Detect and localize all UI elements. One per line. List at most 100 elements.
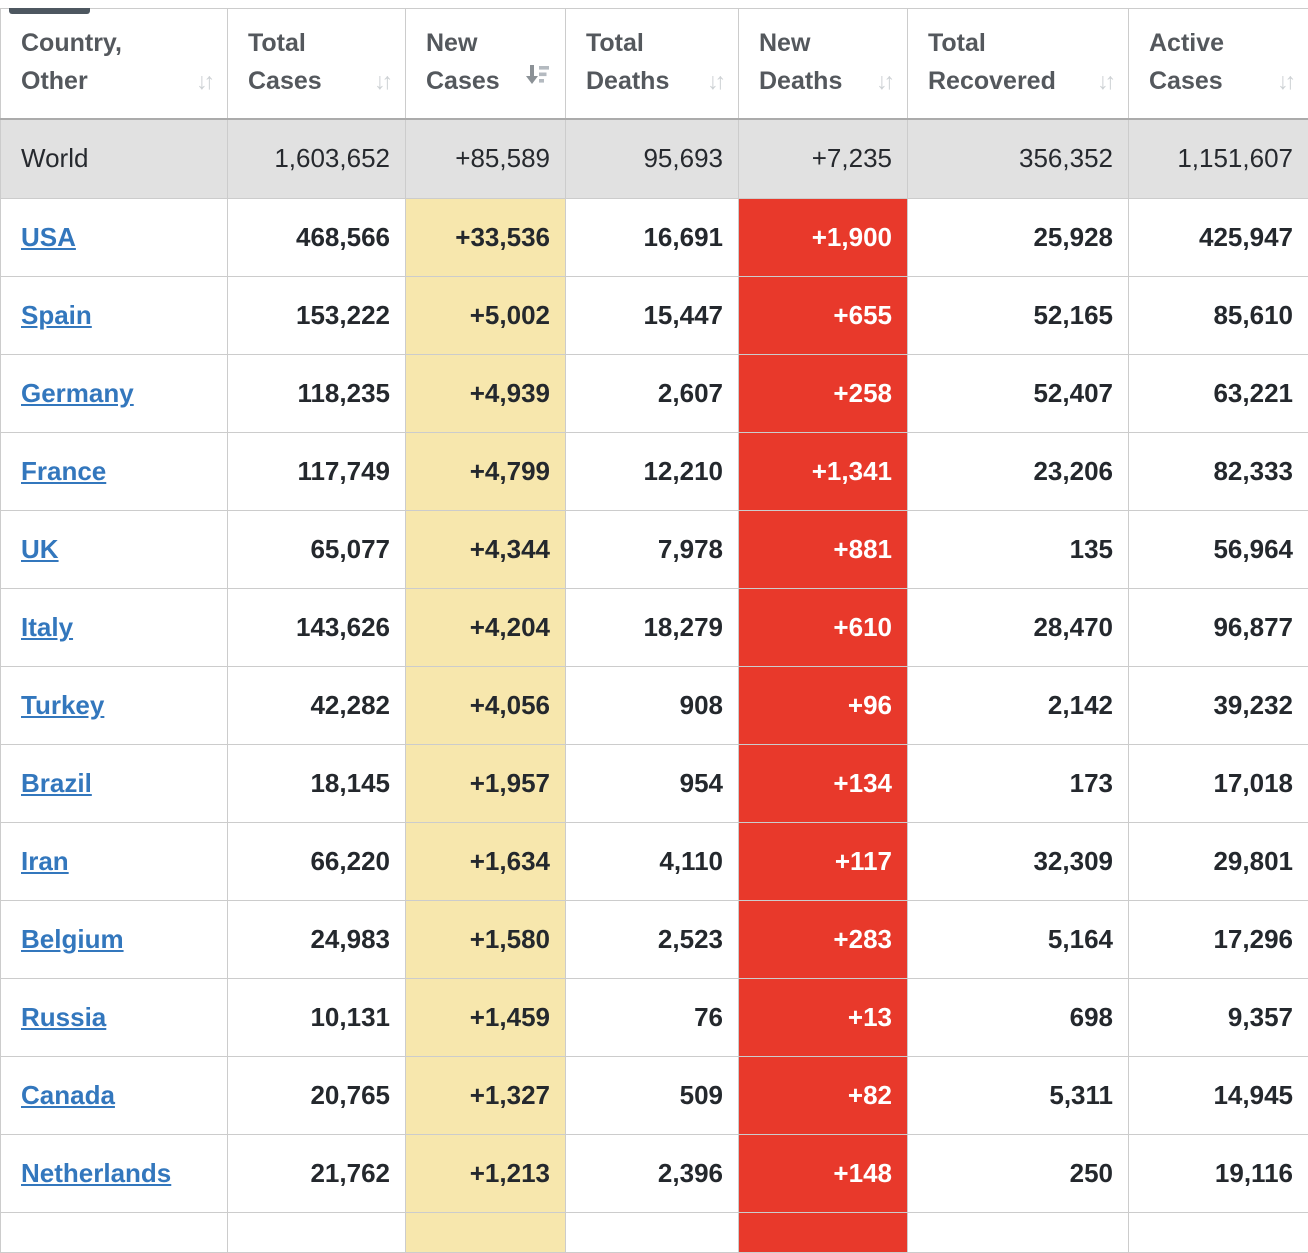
country-link[interactable]: France: [21, 456, 106, 486]
country-cell: Spain: [1, 277, 228, 355]
table-row-italy: Italy 143,626 +4,204 18,279 +610 28,470 …: [1, 589, 1308, 667]
column-header-total-recovered[interactable]: Total Recovered↓↑: [908, 9, 1129, 119]
country-link[interactable]: Russia: [21, 1002, 106, 1032]
new-cases-cell: +5,002: [406, 277, 566, 355]
new-deaths-cell: +1,341: [739, 433, 908, 511]
total-cases-cell: 20,765: [228, 1057, 406, 1135]
sort-icon[interactable]: ↓↑: [876, 62, 893, 100]
country-link[interactable]: Turkey: [21, 690, 104, 720]
total-deaths-cell: 95,693: [566, 119, 739, 199]
new-deaths-cell: +258: [739, 355, 908, 433]
total-deaths-cell: 2,523: [566, 901, 739, 979]
country-cell: Germany: [1, 355, 228, 433]
total-deaths-cell: 954: [566, 745, 739, 823]
new-cases-cell: +4,344: [406, 511, 566, 589]
total-deaths-cell: 4,110: [566, 823, 739, 901]
sort-amount-desc-icon[interactable]: [524, 62, 551, 100]
total-cases-cell: [228, 1213, 406, 1253]
total-cases-cell: 66,220: [228, 823, 406, 901]
new-cases-cell: +1,459: [406, 979, 566, 1057]
total-cases-cell: 117,749: [228, 433, 406, 511]
column-header-line1: Active: [1149, 24, 1294, 62]
total-cases-cell: 10,131: [228, 979, 406, 1057]
table-row-usa: USA 468,566 +33,536 16,691 +1,900 25,928…: [1, 199, 1308, 277]
active-cases-cell: 29,801: [1129, 823, 1308, 901]
country-cell: Iran: [1, 823, 228, 901]
column-header-new-deaths[interactable]: New Deaths↓↑: [739, 9, 908, 119]
active-cases-cell: 56,964: [1129, 511, 1308, 589]
table-row-turkey: Turkey 42,282 +4,056 908 +96 2,142 39,23…: [1, 667, 1308, 745]
total-cases-cell: 1,603,652: [228, 119, 406, 199]
country-link[interactable]: Spain: [21, 300, 92, 330]
column-header-total-cases[interactable]: Total Cases↓↑: [228, 9, 406, 119]
column-header-line1: Country,: [21, 24, 213, 62]
total-deaths-cell: 12,210: [566, 433, 739, 511]
country-link[interactable]: Brazil: [21, 768, 92, 798]
column-header-new-cases[interactable]: New Cases: [406, 9, 566, 119]
active-cases-cell: 96,877: [1129, 589, 1308, 667]
column-header-line2: Cases: [248, 62, 322, 100]
new-cases-cell: +4,799: [406, 433, 566, 511]
total-recovered-cell: 250: [908, 1135, 1129, 1213]
total-recovered-cell: 135: [908, 511, 1129, 589]
total-deaths-cell: 2,396: [566, 1135, 739, 1213]
new-deaths-cell: [739, 1213, 908, 1253]
active-cases-cell: 9,357: [1129, 979, 1308, 1057]
new-deaths-cell: +134: [739, 745, 908, 823]
new-deaths-cell: +283: [739, 901, 908, 979]
country-cell: [1, 1213, 228, 1253]
total-recovered-cell: 2,142: [908, 667, 1129, 745]
new-cases-cell: [406, 1213, 566, 1253]
country-link[interactable]: USA: [21, 222, 76, 252]
country-cell: France: [1, 433, 228, 511]
new-cases-cell: +1,213: [406, 1135, 566, 1213]
country-link[interactable]: UK: [21, 534, 59, 564]
new-cases-cell: +1,957: [406, 745, 566, 823]
column-header-total-deaths[interactable]: Total Deaths↓↑: [566, 9, 739, 119]
table-row-belgium: Belgium 24,983 +1,580 2,523 +283 5,164 1…: [1, 901, 1308, 979]
column-header-country-other[interactable]: Country, Other↓↑: [1, 9, 228, 119]
new-cases-cell: +4,939: [406, 355, 566, 433]
sort-icon[interactable]: ↓↑: [707, 62, 724, 100]
total-deaths-cell: 76: [566, 979, 739, 1057]
country-link[interactable]: Germany: [21, 378, 134, 408]
world-label: World: [1, 119, 228, 199]
country-cell: Brazil: [1, 745, 228, 823]
column-header-line2: Cases: [426, 62, 500, 100]
country-link[interactable]: Iran: [21, 846, 69, 876]
column-header-line1: Total: [586, 24, 724, 62]
active-cases-cell: [1129, 1213, 1308, 1253]
country-cell: UK: [1, 511, 228, 589]
total-recovered-cell: 698: [908, 979, 1129, 1057]
new-deaths-cell: +655: [739, 277, 908, 355]
active-cases-cell: 39,232: [1129, 667, 1308, 745]
total-recovered-cell: 173: [908, 745, 1129, 823]
table-row-spain: Spain 153,222 +5,002 15,447 +655 52,165 …: [1, 277, 1308, 355]
active-cases-cell: 19,116: [1129, 1135, 1308, 1213]
sort-icon[interactable]: ↓↑: [1097, 62, 1114, 100]
country-link[interactable]: Belgium: [21, 924, 124, 954]
total-recovered-cell: 5,311: [908, 1057, 1129, 1135]
country-cell: Turkey: [1, 667, 228, 745]
active-cases-cell: 85,610: [1129, 277, 1308, 355]
total-deaths-cell: [566, 1213, 739, 1253]
total-recovered-cell: 25,928: [908, 199, 1129, 277]
country-link[interactable]: Canada: [21, 1080, 115, 1110]
table-row-netherlands: Netherlands 21,762 +1,213 2,396 +148 250…: [1, 1135, 1308, 1213]
new-deaths-cell: +148: [739, 1135, 908, 1213]
total-cases-cell: 468,566: [228, 199, 406, 277]
new-cases-cell: +4,204: [406, 589, 566, 667]
active-cases-cell: 14,945: [1129, 1057, 1308, 1135]
table-row-brazil: Brazil 18,145 +1,957 954 +134 173 17,018: [1, 745, 1308, 823]
column-header-active-cases[interactable]: Active Cases↓↑: [1129, 9, 1308, 119]
total-recovered-cell: 28,470: [908, 589, 1129, 667]
country-link[interactable]: Netherlands: [21, 1158, 171, 1188]
total-deaths-cell: 18,279: [566, 589, 739, 667]
sort-icon[interactable]: ↓↑: [374, 62, 391, 100]
sort-icon[interactable]: ↓↑: [1277, 62, 1294, 100]
sort-icon[interactable]: ↓↑: [196, 62, 213, 100]
table-row-russia: Russia 10,131 +1,459 76 +13 698 9,357: [1, 979, 1308, 1057]
active-cases-cell: 1,151,607: [1129, 119, 1308, 199]
country-link[interactable]: Italy: [21, 612, 73, 642]
new-deaths-cell: +82: [739, 1057, 908, 1135]
